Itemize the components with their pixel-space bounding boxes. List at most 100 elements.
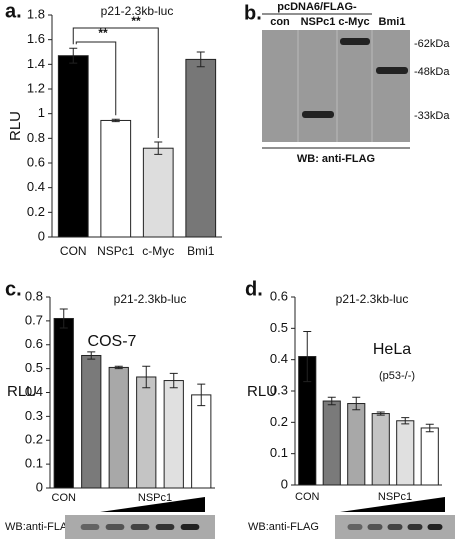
x-tick-label: CON: [60, 244, 87, 258]
dose-triangle: [100, 497, 205, 512]
y-axis-label: RLU: [7, 111, 24, 141]
y-tick-label: 0: [281, 476, 288, 491]
panel-label: c.: [5, 278, 22, 300]
bar: [142, 147, 174, 238]
x-tick-label: NSPc1: [97, 244, 135, 258]
blot-band: [130, 524, 150, 530]
y-tick-label: 0.4: [25, 384, 43, 399]
lane-label: c-Myc: [338, 16, 369, 28]
error-bar: [197, 383, 206, 407]
y-tick-label: 1.6: [27, 31, 45, 46]
y-tick-label: 0: [38, 228, 45, 243]
x-tick-label: c-Myc: [142, 244, 174, 258]
annotation: **: [131, 14, 141, 28]
error-bar: [196, 51, 205, 68]
lane-label: Bmi1: [379, 16, 406, 28]
marker-label: -62kDa: [414, 38, 450, 50]
blot-label: WB:anti-FLAG: [5, 521, 76, 533]
blot-label: WB:anti-FLAG: [248, 521, 319, 533]
bar: [185, 58, 217, 238]
annotation: **: [98, 26, 108, 40]
y-tick-label: 0.3: [25, 408, 43, 423]
blot-image: [262, 13, 410, 149]
bar: [322, 400, 341, 486]
panel-label: a.: [5, 0, 22, 22]
error-bar: [142, 365, 151, 389]
error-bar: [401, 417, 410, 425]
error-bar: [114, 365, 123, 370]
bar: [191, 394, 212, 489]
bar: [420, 427, 439, 486]
y-tick-label: 0.4: [27, 179, 45, 194]
bar: [396, 420, 415, 486]
y-tick-label: 1.2: [27, 80, 45, 95]
y-tick-label: 1: [38, 105, 45, 120]
blot-band: [80, 524, 100, 530]
annotation: COS-7: [88, 333, 137, 350]
y-tick-label: 0.6: [270, 288, 288, 303]
axis: [294, 297, 442, 486]
axis: [49, 297, 215, 489]
y-tick-label: 0.5: [270, 320, 288, 335]
blot-band: [367, 524, 383, 530]
bar: [53, 317, 74, 489]
x-tick-label: CON: [295, 491, 320, 503]
bar: [136, 376, 157, 489]
bracket: [75, 41, 117, 116]
error-bar: [59, 308, 68, 329]
error-bar: [169, 372, 178, 389]
y-tick-label: 0.4: [270, 351, 288, 366]
blot-band: [407, 524, 423, 530]
y-tick-label: 0.8: [27, 130, 45, 145]
group-label: NSPc1: [378, 491, 412, 503]
y-tick-label: 0.1: [270, 445, 288, 460]
y-axis-label: RLU: [7, 383, 37, 400]
bar: [163, 380, 184, 489]
y-tick-label: 0.6: [25, 336, 43, 351]
lane-label: NSPc1: [301, 16, 336, 28]
annotation: HeLa: [373, 341, 411, 358]
y-tick-label: 1.4: [27, 56, 45, 71]
blot-band: [105, 524, 125, 530]
marker-label: -33kDa: [414, 110, 450, 122]
bar: [347, 403, 366, 486]
bar: [57, 55, 89, 238]
blot-band: [155, 524, 175, 530]
error-bar: [111, 118, 120, 123]
panel-label: b.: [244, 2, 262, 24]
error-bar: [352, 396, 361, 411]
chart-title: p21-2.3kb-luc: [336, 292, 409, 306]
blot-title: pcDNA6/FLAG-: [277, 1, 357, 13]
lane-label: con: [270, 16, 290, 28]
error-bar: [425, 423, 434, 433]
chart-title: p21-2.3kb-luc: [101, 4, 174, 18]
error-bar: [303, 330, 312, 383]
y-tick-label: 0.1: [25, 456, 43, 471]
x-tick-label: CON: [52, 492, 77, 504]
error-bar: [87, 351, 96, 360]
y-tick-label: 0.6: [27, 154, 45, 169]
y-tick-label: 0: [36, 479, 43, 494]
bar: [100, 119, 132, 238]
y-tick-label: 0.3: [270, 382, 288, 397]
blot-band: [180, 524, 200, 530]
y-tick-label: 0.2: [270, 414, 288, 429]
chart-title: p21-2.3kb-luc: [114, 292, 187, 306]
panel-label: d.: [245, 278, 263, 300]
blot-band: [387, 524, 403, 530]
blot-band: [427, 524, 443, 530]
dose-triangle: [340, 497, 445, 512]
y-axis-label: RLU: [247, 383, 277, 400]
y-tick-label: 0.2: [27, 204, 45, 219]
error-bar: [327, 396, 336, 406]
bar: [371, 413, 390, 486]
error-bar: [376, 411, 385, 416]
y-tick-label: 0.7: [25, 312, 43, 327]
blot-band: [347, 524, 363, 530]
x-tick-label: Bmi1: [187, 244, 215, 258]
bracket: [72, 27, 159, 139]
blot-label: WB: anti-FLAG: [297, 153, 375, 165]
error-bar: [69, 47, 78, 64]
error-bar: [154, 141, 163, 155]
